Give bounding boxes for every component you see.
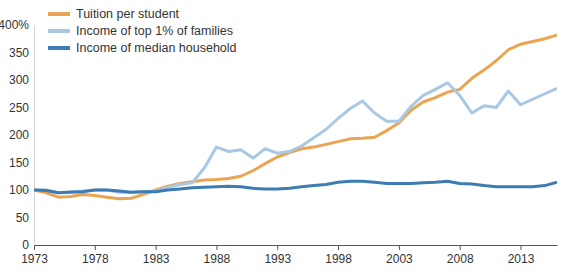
- x-tick-mark: [216, 245, 217, 250]
- legend-label: Tuition per student: [76, 7, 180, 21]
- y-tick-label: 350: [9, 46, 29, 60]
- y-tick-label: 0: [22, 238, 29, 252]
- y-tick: 250: [9, 101, 34, 115]
- x-tick-label: 2013: [508, 252, 535, 266]
- x-tick-label: 2008: [447, 252, 474, 266]
- legend-swatch: [48, 29, 70, 33]
- y-tick-label: 250: [9, 101, 29, 115]
- y-tick-label: 50: [16, 211, 30, 225]
- x-tick-label: 1978: [82, 252, 109, 266]
- legend-swatch: [48, 12, 70, 16]
- legend-item: Tuition per student: [48, 7, 180, 21]
- y-tick-label: 100: [9, 183, 29, 197]
- legend-label: Income of median household: [76, 41, 237, 55]
- y-tick: 350: [9, 46, 34, 60]
- y-tick: 200: [9, 128, 34, 142]
- y-axis: 0 50 100 150 200 250 300 350 400%: [0, 18, 35, 252]
- y-tick: 0: [22, 238, 34, 252]
- x-tick-label: 1998: [325, 252, 352, 266]
- series-line: [34, 181, 557, 193]
- x-tick-label: 1988: [204, 252, 231, 266]
- y-tick-label: 150: [9, 156, 29, 170]
- x-tick: 2013: [508, 245, 535, 266]
- x-tick-mark: [34, 245, 35, 250]
- legend-item: Income of top 1% of families: [48, 24, 233, 38]
- y-tick-label: 200: [9, 128, 29, 142]
- x-tick: 2008: [447, 245, 474, 266]
- x-tick: 2003: [386, 245, 413, 266]
- x-tick-mark: [338, 245, 339, 250]
- x-tick-mark: [156, 245, 157, 250]
- y-tick: 100: [9, 183, 34, 197]
- x-tick: 1998: [325, 245, 352, 266]
- series-line: [34, 83, 557, 193]
- x-tick-mark: [460, 245, 461, 250]
- x-tick-mark: [95, 245, 96, 250]
- x-axis: 1973 1978 1983 1988 1993 1998 2003 2008 2013: [21, 245, 557, 266]
- chart: 1973 1978 1983 1988 1993 1998 2003 2008 2013 0 50 1…: [0, 0, 573, 280]
- x-tick: 1983: [143, 245, 170, 266]
- x-tick-label: 1993: [264, 252, 291, 266]
- y-tick: 50: [16, 211, 34, 225]
- x-tick: 1978: [82, 245, 109, 266]
- y-tick-label: 400%: [0, 18, 29, 32]
- legend-label: Income of top 1% of families: [76, 24, 233, 38]
- legend-item: Income of median household: [48, 41, 237, 55]
- x-tick-label: 2003: [386, 252, 413, 266]
- series-line: [34, 35, 557, 199]
- x-axis-line: [35, 245, 558, 246]
- x-tick: 1993: [264, 245, 291, 266]
- x-tick: 1988: [204, 245, 231, 266]
- x-tick-mark: [277, 245, 278, 250]
- legend: Tuition per student Income of top 1% of f…: [48, 7, 237, 55]
- x-tick-label: 1983: [143, 252, 170, 266]
- y-tick-label: 300: [9, 73, 29, 87]
- x-tick-mark: [399, 245, 400, 250]
- y-axis-line: [34, 26, 35, 246]
- x-tick-mark: [521, 245, 522, 250]
- y-tick: 150: [9, 156, 34, 170]
- y-tick: 400%: [0, 18, 34, 32]
- legend-swatch: [48, 46, 70, 50]
- plot-area: [34, 35, 557, 199]
- x-tick-label: 1973: [21, 252, 48, 266]
- y-tick: 300: [9, 73, 34, 87]
